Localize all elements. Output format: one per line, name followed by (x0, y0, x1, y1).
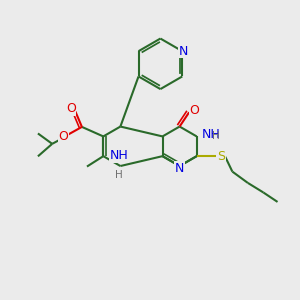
Text: S: S (217, 150, 225, 163)
Text: NH: NH (110, 149, 128, 163)
Text: NH: NH (202, 128, 221, 141)
Text: H: H (115, 170, 123, 180)
Text: O: O (58, 130, 68, 143)
Text: N: N (179, 45, 188, 58)
Text: N: N (175, 162, 184, 175)
Text: O: O (66, 102, 76, 115)
Text: H: H (212, 130, 220, 140)
Text: O: O (189, 104, 199, 117)
